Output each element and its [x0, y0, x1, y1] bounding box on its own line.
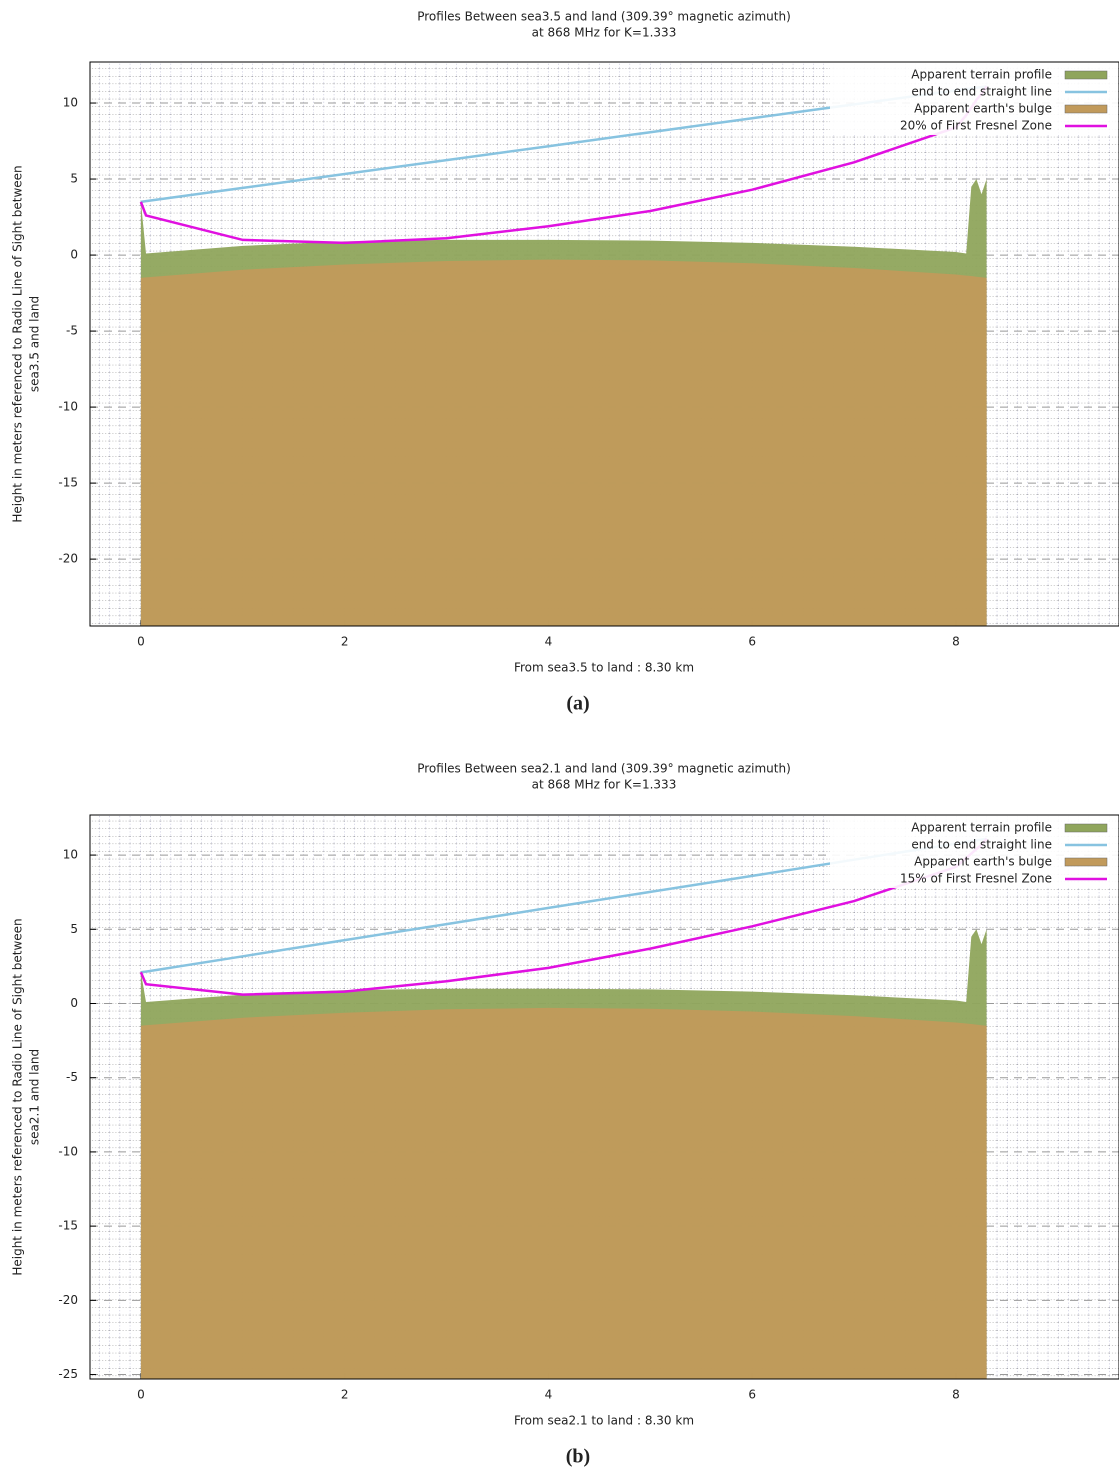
y-tick-label: -10: [58, 1144, 78, 1158]
y-tick-label: 5: [70, 172, 78, 186]
y-tick-label: 0: [70, 996, 78, 1010]
y-tick-label: -20: [58, 552, 78, 566]
area: [140, 259, 987, 626]
legend-label: Apparent terrain profile: [911, 68, 1052, 82]
y-tick-label: -20: [58, 1293, 78, 1307]
chart-title: Profiles Between sea2.1 and land (309.39…: [417, 762, 791, 776]
legend-label: Apparent earth's bulge: [914, 102, 1052, 116]
x-tick-label: 6: [748, 635, 756, 649]
legend-label: Apparent earth's bulge: [914, 855, 1052, 869]
legend-label: Apparent terrain profile: [911, 821, 1052, 835]
legend-swatch: [1064, 104, 1108, 114]
chart: Profiles Between sea3.5 and land (309.39…: [11, 10, 1119, 715]
y-tick-label: -15: [58, 476, 78, 490]
y-tick-label: -15: [58, 1219, 78, 1233]
x-tick-label: 4: [545, 1388, 553, 1402]
chart: Profiles Between sea2.1 and land (309.39…: [11, 762, 1119, 1468]
x-tick-label: 0: [137, 635, 145, 649]
x-axis-label: From sea3.5 to land : 8.30 km: [514, 661, 694, 675]
y-axis-label: Height in meters referenced to Radio Lin…: [11, 165, 25, 522]
x-tick-label: 2: [341, 635, 349, 649]
y-axis-label: sea3.5 and land: [28, 296, 42, 392]
y-tick-label: -25: [58, 1367, 78, 1381]
x-axis-label: From sea2.1 to land : 8.30 km: [514, 1414, 694, 1428]
caption: (b): [566, 1446, 590, 1468]
area: [140, 1007, 987, 1379]
x-tick-label: 4: [545, 635, 553, 649]
plot-frame: [89, 814, 1119, 1380]
y-tick-label: -5: [66, 1070, 78, 1084]
legend-label: end to end straight line: [911, 85, 1052, 99]
y-tick-label: 10: [63, 848, 78, 862]
y-tick-label: -5: [66, 324, 78, 338]
x-tick-label: 2: [341, 1388, 349, 1402]
chart-title: at 868 MHz for K=1.333: [532, 26, 677, 40]
legend-label: 15% of First Fresnel Zone: [900, 872, 1052, 886]
y-axis-label: Height in meters referenced to Radio Lin…: [11, 918, 25, 1275]
legend-label: 20% of First Fresnel Zone: [900, 119, 1052, 133]
legend-label: end to end straight line: [911, 838, 1052, 852]
y-tick-label: 10: [63, 96, 78, 110]
y-axis-label: sea2.1 and land: [28, 1049, 42, 1145]
chart-title: Profiles Between sea3.5 and land (309.39…: [417, 10, 791, 24]
x-tick-label: 8: [952, 1388, 960, 1402]
x-tick-label: 8: [952, 635, 960, 649]
legend-swatch: [1064, 857, 1108, 867]
y-tick-label: 0: [70, 248, 78, 262]
legend-swatch: [1064, 823, 1108, 833]
y-tick-label: -10: [58, 400, 78, 414]
x-tick-label: 0: [137, 1388, 145, 1402]
caption: (a): [566, 693, 589, 715]
y-tick-label: 5: [70, 922, 78, 936]
legend-swatch: [1064, 70, 1108, 80]
x-tick-label: 6: [748, 1388, 756, 1402]
chart-title: at 868 MHz for K=1.333: [532, 778, 677, 792]
plot-frame: [89, 61, 1119, 627]
